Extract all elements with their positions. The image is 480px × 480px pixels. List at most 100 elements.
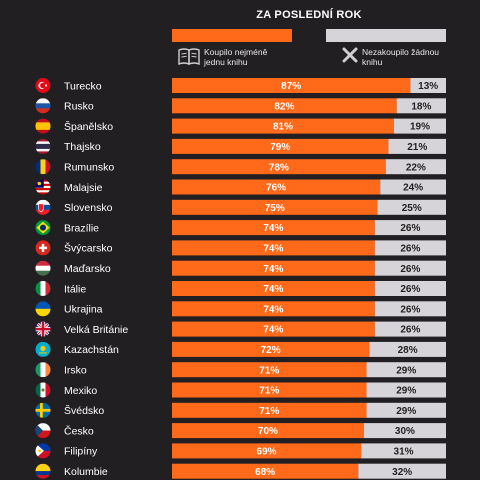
bar-not-bought [366,382,446,398]
legend-swatch-bought [172,29,292,42]
bar-not-bought [385,159,446,175]
bar-not-bought [366,362,446,378]
chart-title: ZA POSLEDNÍ ROK [256,9,362,21]
open-book-icon [178,48,200,65]
chart-row: Turecko 87% 13% [35,78,446,93]
country-label: Španělsko [64,120,113,133]
chart-row: Brazílie 74% 26% [35,220,446,236]
flag-turkey-icon [35,78,51,93]
flag-switzerland-icon [35,240,51,256]
chart-row: Slovensko 75% 25% [35,199,446,215]
legend-item-not-bought: Nezakoupilo žádnou knihu [342,47,444,67]
bar-not-bought [374,260,446,276]
chart-row: Španělsko 81% 19% [35,118,446,134]
chart-row: Itálie 74% 26% [35,281,446,296]
value-label-bought: 74% [263,325,283,336]
value-label-not-bought: 30% [395,426,415,437]
value-label-bought: 71% [259,365,279,376]
chart-row: Thajsko 79% 21% [35,138,446,154]
value-label-bought: 74% [263,284,283,295]
bar-bought [172,382,367,398]
value-label-not-bought: 26% [400,223,420,234]
value-label-bought: 74% [263,304,283,315]
bar-bought [172,98,397,114]
value-label-bought: 71% [259,386,279,397]
value-label-bought: 70% [258,426,278,437]
bar-not-bought [396,98,446,114]
bar-not-bought [358,463,446,479]
chart-row: Velká Británie 74% 26% [35,321,446,337]
country-label: Mexiko [64,385,97,397]
value-label-bought: 69% [257,447,277,458]
value-label-not-bought: 26% [400,325,420,336]
flag-malaysia-icon [35,179,51,195]
value-label-bought: 68% [255,467,275,478]
bar-not-bought [374,240,446,256]
flag-philippines-icon [35,443,51,459]
value-label-bought: 75% [265,203,285,214]
chart-row: Maďarsko 74% 26% [35,260,446,276]
value-label-not-bought: 25% [402,203,422,214]
legend-item-bought: Koupilo nejméně jednu knihu [178,47,274,67]
bar-bought [172,138,389,154]
flag-russia-icon [35,98,51,114]
x-mark-icon [342,47,358,63]
chart-row: Mexiko 71% 29% [35,382,446,398]
value-label-not-bought: 22% [406,162,426,173]
country-label: Maďarsko [64,263,111,275]
country-label: Velká Británie [64,324,128,336]
chart-row: Kazachstán 72% 28% [35,341,446,357]
country-label: Brazílie [64,222,99,234]
flag-slovakia-icon [35,199,51,215]
country-label: Irsko [64,365,87,377]
bar-bought [172,443,362,459]
bar-bought [172,281,375,296]
chart-row: Rumunsko 78% 22% [35,159,446,175]
bar-not-bought [363,423,446,439]
value-label-bought: 87% [281,81,301,92]
bar-not-bought [410,78,446,93]
country-label: Kolumbie [64,466,108,478]
bar-not-bought [366,402,446,418]
bar-bought [172,179,381,195]
value-label-not-bought: 31% [394,447,414,458]
bar-bought [172,301,375,317]
value-label-bought: 74% [263,244,283,255]
country-label: Itálie [64,283,86,295]
country-label: Ukrajina [64,304,103,316]
chart-row: Irsko 71% 29% [35,362,446,378]
value-label-not-bought: 18% [411,101,431,112]
flag-colombia-icon [35,463,51,479]
bar-bought [172,321,375,337]
value-label-not-bought: 26% [400,304,420,315]
bar-bought [172,362,367,378]
bar-not-bought [380,179,446,195]
flag-romania-icon [35,159,51,175]
chart-row: Rusko 82% 18% [35,98,446,114]
country-label: Švýcarsko [64,242,113,255]
legend-swatch-not-bought [326,29,446,42]
chart-row: Ukrajina 74% 26% [35,301,446,317]
value-label-bought: 71% [259,406,279,417]
value-label-not-bought: 29% [396,406,416,417]
value-label-not-bought: 13% [418,81,438,92]
chart-row: Malajsie 76% 24% [35,179,446,195]
value-label-bought: 74% [263,264,283,275]
value-label-bought: 78% [269,162,289,173]
chart-row: Švýcarsko 74% 26% [35,240,446,256]
chart-row: Filipíny 69% 31% [35,443,446,459]
legend-label-bought: Koupilo nejméně jednu knihu [204,47,268,67]
bar-bought [172,341,370,357]
bar-bought [172,423,364,439]
bar-not-bought [374,281,446,296]
bar-not-bought [369,341,446,357]
bar-bought [172,463,359,479]
value-label-bought: 81% [273,122,293,133]
chart-row: Švédsko 71% 29% [35,402,446,418]
value-label-not-bought: 26% [400,264,420,275]
value-label-bought: 82% [274,101,294,112]
country-label: Kazachstán [64,344,119,356]
flag-brazil-icon [35,220,51,236]
flag-spain-icon [35,118,51,134]
